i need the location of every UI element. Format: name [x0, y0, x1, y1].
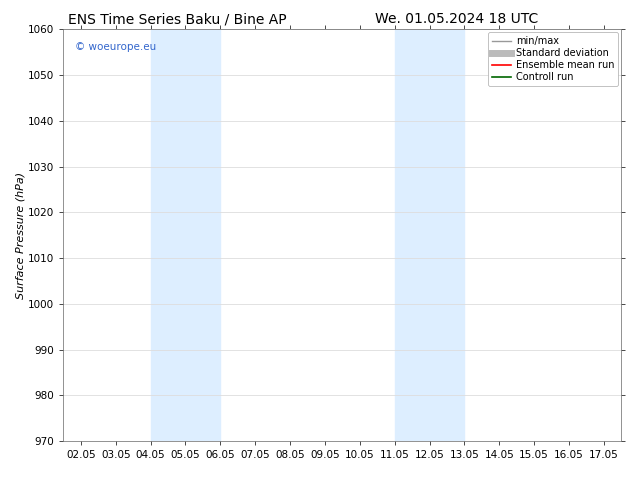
Y-axis label: Surface Pressure (hPa): Surface Pressure (hPa) [15, 172, 25, 299]
Legend: min/max, Standard deviation, Ensemble mean run, Controll run: min/max, Standard deviation, Ensemble me… [488, 32, 618, 86]
Text: We. 01.05.2024 18 UTC: We. 01.05.2024 18 UTC [375, 12, 538, 26]
Text: ENS Time Series Baku / Bine AP: ENS Time Series Baku / Bine AP [68, 12, 287, 26]
Bar [394, 29, 464, 441]
Bar [150, 29, 221, 441]
Text: © woeurope.eu: © woeurope.eu [75, 42, 156, 52]
